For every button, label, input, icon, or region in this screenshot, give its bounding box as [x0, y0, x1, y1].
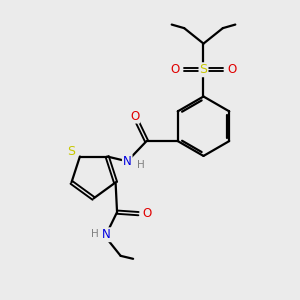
Text: N: N	[123, 155, 132, 168]
Text: H: H	[137, 160, 145, 170]
Text: O: O	[142, 207, 152, 220]
Text: S: S	[200, 63, 208, 76]
Text: N: N	[102, 228, 111, 241]
Text: H: H	[91, 229, 99, 238]
Text: O: O	[130, 110, 139, 123]
Text: O: O	[170, 63, 179, 76]
Text: S: S	[68, 145, 76, 158]
Text: O: O	[228, 63, 237, 76]
